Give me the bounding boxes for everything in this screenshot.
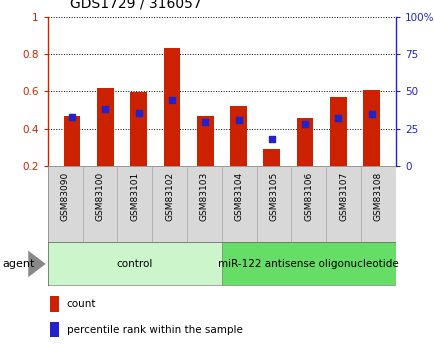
Bar	[362, 90, 379, 166]
Bar	[48, 243, 221, 285]
Text: miR-122 antisense oligonucleotide: miR-122 antisense oligonucleotide	[218, 259, 398, 269]
Bar	[256, 166, 291, 242]
Bar	[97, 88, 113, 166]
Text: agent: agent	[2, 259, 34, 269]
Bar	[296, 118, 313, 166]
Text: GSM83106: GSM83106	[304, 172, 312, 221]
Bar	[152, 166, 187, 242]
Bar	[163, 48, 180, 166]
Bar	[50, 322, 59, 337]
Bar	[130, 92, 147, 166]
Bar	[230, 106, 246, 166]
Bar	[360, 166, 395, 242]
Text: GDS1729 / 316057: GDS1729 / 316057	[69, 0, 201, 10]
Point	[102, 106, 108, 112]
Text: GSM83108: GSM83108	[373, 172, 382, 221]
Point	[367, 111, 374, 117]
Text: GSM83105: GSM83105	[269, 172, 278, 221]
Bar	[329, 97, 346, 166]
Text: GSM83090: GSM83090	[61, 172, 69, 221]
Bar	[117, 166, 152, 242]
Point	[268, 136, 275, 141]
Point	[168, 97, 175, 102]
Bar	[221, 166, 256, 242]
Point	[201, 119, 208, 125]
Bar	[48, 166, 82, 242]
Text: percentile rank within the sample: percentile rank within the sample	[66, 325, 242, 335]
Text: control: control	[116, 259, 153, 269]
Text: GSM83103: GSM83103	[200, 172, 208, 221]
Bar	[187, 166, 221, 242]
Bar	[291, 166, 326, 242]
Text: GSM83107: GSM83107	[339, 172, 347, 221]
Bar	[63, 116, 80, 166]
Bar	[221, 243, 395, 285]
Text: GSM83104: GSM83104	[234, 172, 243, 221]
Bar	[263, 149, 279, 166]
Bar	[82, 166, 117, 242]
Bar	[50, 296, 59, 312]
Bar	[326, 166, 360, 242]
Point	[301, 121, 308, 127]
Point	[334, 116, 341, 121]
Point	[135, 110, 142, 116]
Text: count: count	[66, 299, 96, 309]
Text: GSM83101: GSM83101	[130, 172, 139, 221]
Text: GSM83102: GSM83102	[165, 172, 174, 221]
Bar	[197, 116, 213, 166]
Polygon shape	[28, 250, 46, 277]
Point	[69, 115, 76, 120]
Point	[234, 117, 241, 123]
Text: GSM83100: GSM83100	[95, 172, 104, 221]
